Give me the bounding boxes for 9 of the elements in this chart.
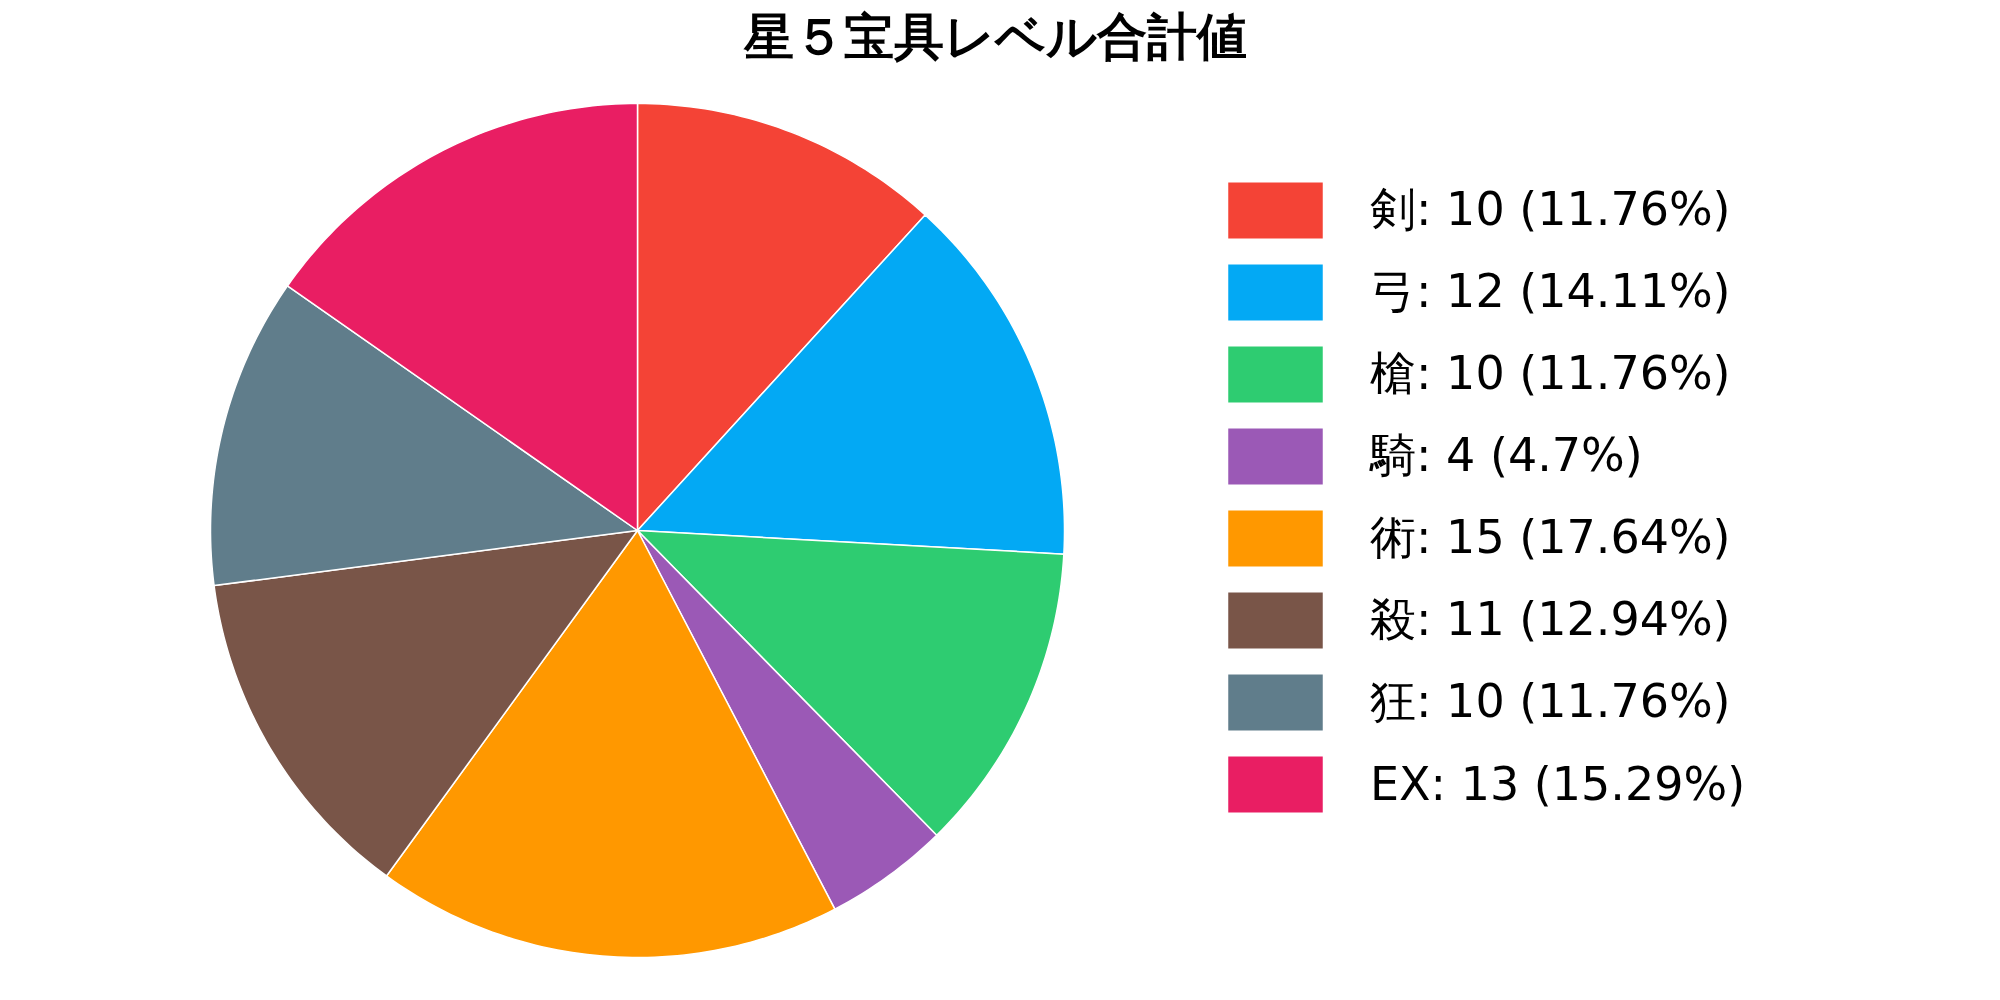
legend-label: 弓: 12 (14.11%) bbox=[1370, 263, 1731, 320]
legend-label: 術: 15 (17.64%) bbox=[1370, 509, 1731, 566]
legend-label: EX: 13 (15.29%) bbox=[1370, 756, 1746, 813]
chart-title: 星５宝具レベル合計値 bbox=[743, 7, 1247, 66]
legend-label: 狂: 10 (11.76%) bbox=[1370, 673, 1731, 730]
legend-label: 殺: 11 (12.94%) bbox=[1370, 591, 1731, 648]
legend-label: 槍: 10 (11.76%) bbox=[1370, 345, 1731, 402]
legend-label: 騎: 4 (4.7%) bbox=[1370, 427, 1643, 484]
legend-label: 剣: 10 (11.76%) bbox=[1370, 181, 1731, 238]
